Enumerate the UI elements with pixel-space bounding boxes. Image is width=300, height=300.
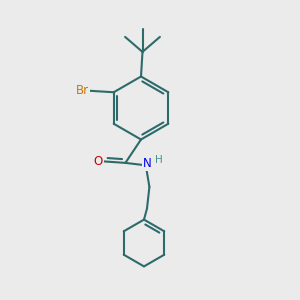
Text: H: H <box>154 155 162 165</box>
Text: Br: Br <box>76 84 89 97</box>
Text: O: O <box>94 155 103 168</box>
Text: N: N <box>143 157 152 170</box>
